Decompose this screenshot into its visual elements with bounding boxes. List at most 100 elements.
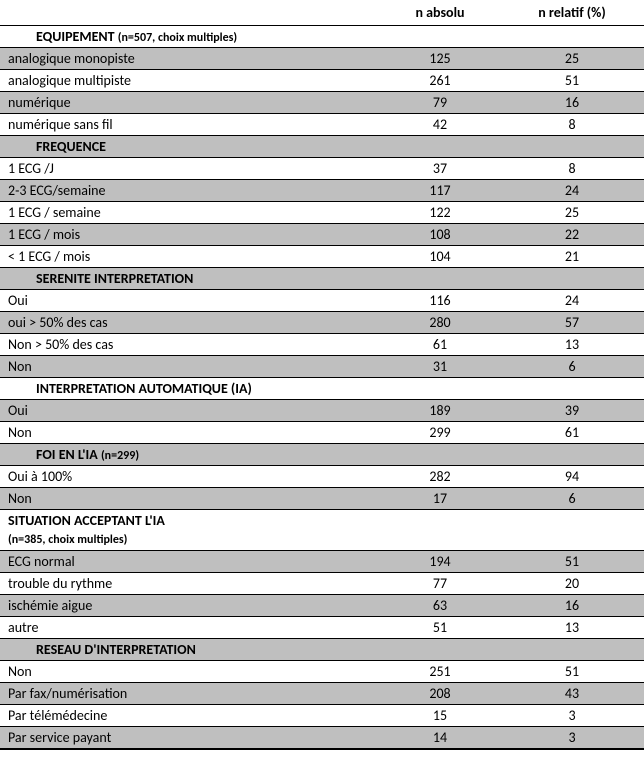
section-header: SERENITE INTERPRETATION	[0, 268, 644, 290]
section-header: INTERPRETATION AUTOMATIQUE (IA)	[0, 378, 644, 400]
row-rel: 16	[500, 92, 644, 114]
row-label: Non	[0, 422, 380, 444]
row-abs: 122	[380, 202, 500, 224]
row-rel: 22	[500, 224, 644, 246]
table-row: 1 ECG /J378	[0, 158, 644, 180]
section-title-cell: SITUATION ACCEPTANT L'IA (n=385, choix m…	[0, 510, 644, 551]
row-abs: 117	[380, 180, 500, 202]
row-label: ECG normal	[0, 550, 380, 572]
table-row: Par fax/numérisation20843	[0, 682, 644, 704]
section-header: SITUATION ACCEPTANT L'IA (n=385, choix m…	[0, 510, 644, 551]
row-abs: 14	[380, 726, 500, 749]
row-label: Non	[0, 660, 380, 682]
row-rel: 51	[500, 70, 644, 92]
row-rel: 13	[500, 334, 644, 356]
row-label: 1 ECG / mois	[0, 224, 380, 246]
section-note: (n=507, choix multiples)	[118, 31, 237, 45]
row-rel: 24	[500, 290, 644, 312]
row-abs: 77	[380, 572, 500, 594]
row-rel: 61	[500, 422, 644, 444]
row-abs: 37	[380, 158, 500, 180]
section-title-cell: RESEAU D'INTERPRETATION	[0, 638, 644, 660]
header-rel: n relatif (%)	[500, 0, 644, 26]
section-header: FREQUENCE	[0, 136, 644, 158]
row-rel: 13	[500, 616, 644, 638]
row-abs: 51	[380, 616, 500, 638]
data-table: n absolun relatif (%)EQUIPEMENT (n=507, …	[0, 0, 644, 750]
row-label: trouble du rythme	[0, 572, 380, 594]
table-row: 1 ECG / mois10822	[0, 224, 644, 246]
row-rel: 51	[500, 660, 644, 682]
row-abs: 189	[380, 400, 500, 422]
row-label: Non	[0, 356, 380, 378]
row-rel: 24	[500, 180, 644, 202]
row-abs: 194	[380, 550, 500, 572]
section-note: (n=385, choix multiples)	[8, 533, 127, 547]
table-row: analogique multipiste26151	[0, 70, 644, 92]
table-row: Non > 50% des cas6113	[0, 334, 644, 356]
row-label: < 1 ECG / mois	[0, 246, 380, 268]
section-title: FREQUENCE	[36, 138, 106, 155]
row-rel: 3	[500, 726, 644, 749]
table-row: Par service payant143	[0, 726, 644, 749]
row-abs: 299	[380, 422, 500, 444]
table-row: Non316	[0, 356, 644, 378]
row-abs: 261	[380, 70, 500, 92]
row-abs: 108	[380, 224, 500, 246]
table-row: Oui à 100%28294	[0, 466, 644, 488]
section-title: SITUATION ACCEPTANT L'IA	[8, 512, 165, 529]
row-rel: 25	[500, 202, 644, 224]
row-label: 1 ECG / semaine	[0, 202, 380, 224]
row-label: Par service payant	[0, 726, 380, 749]
row-rel: 6	[500, 488, 644, 510]
row-abs: 282	[380, 466, 500, 488]
row-label: analogique multipiste	[0, 70, 380, 92]
section-header: RESEAU D'INTERPRETATION	[0, 638, 644, 660]
row-abs: 17	[380, 488, 500, 510]
table-row: Non29961	[0, 422, 644, 444]
section-title-cell: EQUIPEMENT (n=507, choix multiples)	[0, 26, 644, 48]
table-row: ischémie aigue6316	[0, 594, 644, 616]
row-label: oui > 50% des cas	[0, 312, 380, 334]
row-abs: 280	[380, 312, 500, 334]
row-rel: 16	[500, 594, 644, 616]
row-label: 2-3 ECG/semaine	[0, 180, 380, 202]
row-abs: 15	[380, 704, 500, 726]
row-abs: 63	[380, 594, 500, 616]
row-abs: 116	[380, 290, 500, 312]
header-abs: n absolu	[380, 0, 500, 26]
row-rel: 25	[500, 48, 644, 70]
row-abs: 42	[380, 114, 500, 136]
table-header: n absolun relatif (%)	[0, 0, 644, 26]
row-label: autre	[0, 616, 380, 638]
section-title: SERENITE INTERPRETATION	[36, 270, 193, 287]
row-abs: 208	[380, 682, 500, 704]
row-label: ischémie aigue	[0, 594, 380, 616]
row-rel: 3	[500, 704, 644, 726]
table-row: numérique sans fil428	[0, 114, 644, 136]
row-label: Oui	[0, 400, 380, 422]
table-row: Oui11624	[0, 290, 644, 312]
row-label: Par fax/numérisation	[0, 682, 380, 704]
row-abs: 61	[380, 334, 500, 356]
table-row: < 1 ECG / mois10421	[0, 246, 644, 268]
row-label: 1 ECG /J	[0, 158, 380, 180]
row-abs: 31	[380, 356, 500, 378]
section-title: FOI EN L'IA	[36, 446, 98, 463]
section-title-cell: INTERPRETATION AUTOMATIQUE (IA)	[0, 378, 644, 400]
row-abs: 251	[380, 660, 500, 682]
table-row: oui > 50% des cas28057	[0, 312, 644, 334]
table-row: numérique7916	[0, 92, 644, 114]
table-row: 2-3 ECG/semaine11724	[0, 180, 644, 202]
header-blank	[0, 0, 380, 26]
row-label: Non > 50% des cas	[0, 334, 380, 356]
row-rel: 51	[500, 550, 644, 572]
row-label: numérique	[0, 92, 380, 114]
row-rel: 94	[500, 466, 644, 488]
table-row: Par télémédecine153	[0, 704, 644, 726]
row-label: Oui	[0, 290, 380, 312]
section-title-cell: FREQUENCE	[0, 136, 644, 158]
row-rel: 8	[500, 158, 644, 180]
row-rel: 43	[500, 682, 644, 704]
row-rel: 6	[500, 356, 644, 378]
